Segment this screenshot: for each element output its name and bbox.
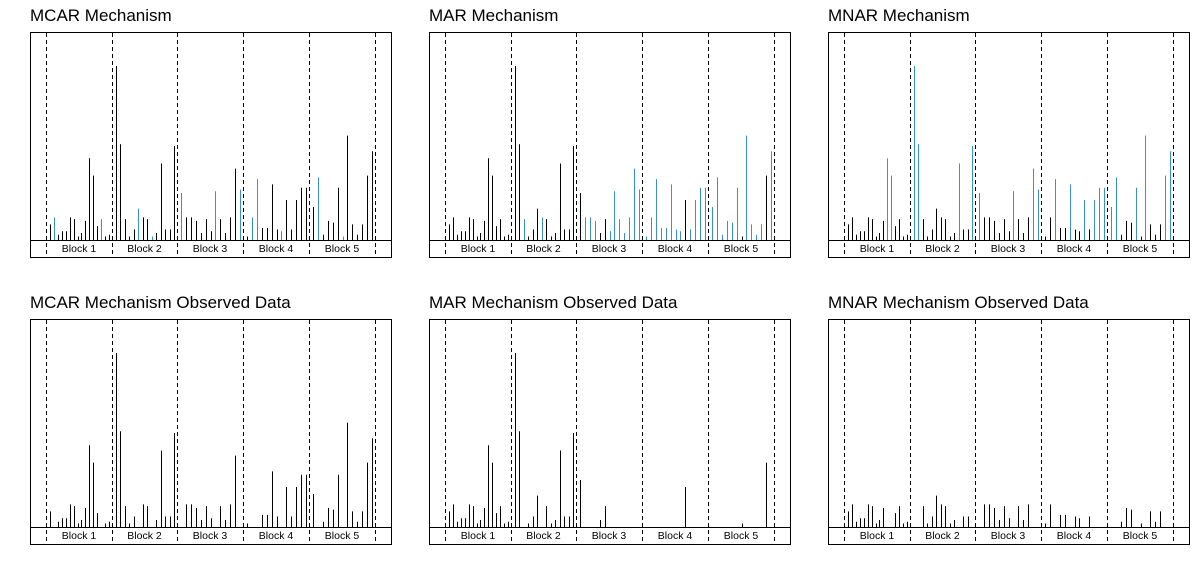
plot-frame — [828, 319, 1190, 545]
block-label: Block 1 — [62, 243, 97, 255]
block-label: Block 3 — [193, 530, 228, 542]
plot-frame — [429, 32, 791, 258]
block-label: Block 1 — [461, 530, 496, 542]
chart-title: MCAR Mechanism Observed Data — [30, 293, 291, 312]
block-label: Block 5 — [325, 530, 360, 542]
chart-title: MAR Mechanism — [429, 6, 558, 25]
block-label: Block 3 — [991, 530, 1026, 542]
block-label: Block 3 — [592, 530, 627, 542]
chart-panel: MCAR Mechanism Block 1 Block 2 Block 3 Block… — [30, 6, 392, 258]
block-label: Block 1 — [860, 530, 895, 542]
block-label: Block 2 — [526, 530, 561, 542]
block-label: Block 1 — [62, 530, 97, 542]
block-label: Block 5 — [1123, 243, 1158, 255]
plot-frame — [30, 319, 392, 545]
block-label: Block 4 — [658, 530, 693, 542]
block-label: Block 5 — [325, 243, 360, 255]
block-label: Block 1 — [860, 243, 895, 255]
chart-title: MNAR Mechanism Observed Data — [828, 293, 1089, 312]
block-label: Block 4 — [658, 243, 693, 255]
plot-frame — [429, 319, 791, 545]
block-label: Block 4 — [259, 530, 294, 542]
block-label: Block 2 — [925, 243, 960, 255]
chart-panel: MCAR Mechanism Observed Data Block 1 Block… — [30, 293, 392, 545]
block-label: Block 5 — [724, 530, 759, 542]
block-label: Block 2 — [127, 530, 162, 542]
block-label: Block 4 — [1057, 530, 1092, 542]
block-label: Block 2 — [526, 243, 561, 255]
chart-title: MCAR Mechanism — [30, 6, 172, 25]
chart-panel: MNAR Mechanism Block 1 Block 2 Block 3 Block… — [828, 6, 1190, 258]
plot-frame — [828, 32, 1190, 258]
plot-frame — [30, 32, 392, 258]
chart-panel: MAR Mechanism Block 1 Block 2 Block 3 Block … — [429, 6, 791, 258]
chart-panel: MNAR Mechanism Observed Data Block 1 Block… — [828, 293, 1190, 545]
block-label: Block 3 — [991, 243, 1026, 255]
block-label: Block 4 — [259, 243, 294, 255]
block-label: Block 1 — [461, 243, 496, 255]
block-label: Block 3 — [193, 243, 228, 255]
block-label: Block 2 — [127, 243, 162, 255]
block-label: Block 4 — [1057, 243, 1092, 255]
block-label: Block 2 — [925, 530, 960, 542]
chart-title: MNAR Mechanism — [828, 6, 970, 25]
block-label: Block 5 — [1123, 530, 1158, 542]
block-label: Block 5 — [724, 243, 759, 255]
chart-panel: MAR Mechanism Observed Data Block 1 Block … — [429, 293, 791, 545]
chart-title: MAR Mechanism Observed Data — [429, 293, 678, 312]
block-label: Block 3 — [592, 243, 627, 255]
